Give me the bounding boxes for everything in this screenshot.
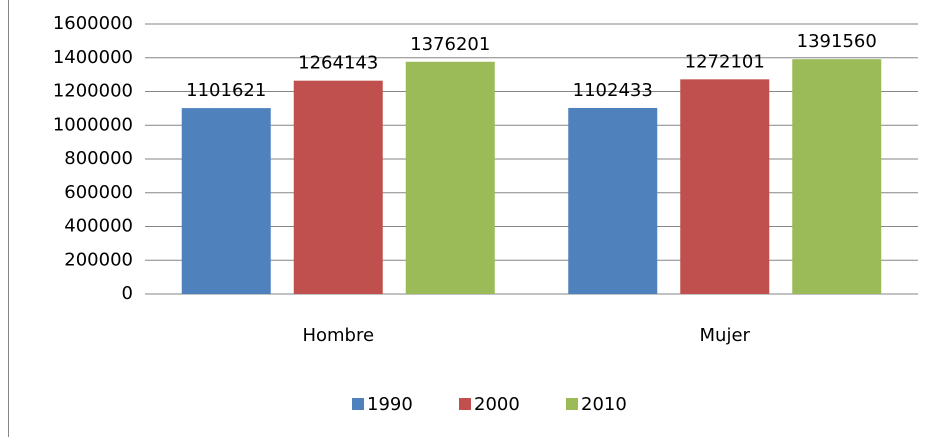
x-tick-label: Hombre [302,325,374,346]
data-label: 1264143 [298,53,378,74]
x-tick-label: Mujer [700,325,751,346]
legend-swatch [566,398,578,410]
legend-swatch [459,398,471,410]
y-tick-label: 400000 [64,216,133,237]
y-tick-label: 1000000 [53,114,133,135]
y-tick-label: 800000 [64,148,133,169]
y-tick-label: 1600000 [53,13,133,34]
data-label: 1102433 [573,80,653,101]
data-label: 1272101 [685,51,765,72]
y-tick-label: 600000 [64,182,133,203]
data-label: 1391560 [797,31,877,52]
bar [181,108,271,294]
y-tick-label: 0 [122,283,133,304]
bar [405,61,495,294]
y-tick-label: 1400000 [53,47,133,68]
y-tick-label: 200000 [64,249,133,270]
data-label: 1101621 [186,80,266,101]
bar [792,59,882,294]
bar [568,107,658,294]
bar [680,79,770,295]
bar [293,80,383,294]
legend-label: 2000 [474,394,520,415]
data-label: 1376201 [410,34,490,55]
y-tick-label: 1200000 [53,81,133,102]
legend-label: 1990 [367,394,413,415]
legend-label: 2010 [581,394,627,415]
legend-swatch [352,398,364,410]
